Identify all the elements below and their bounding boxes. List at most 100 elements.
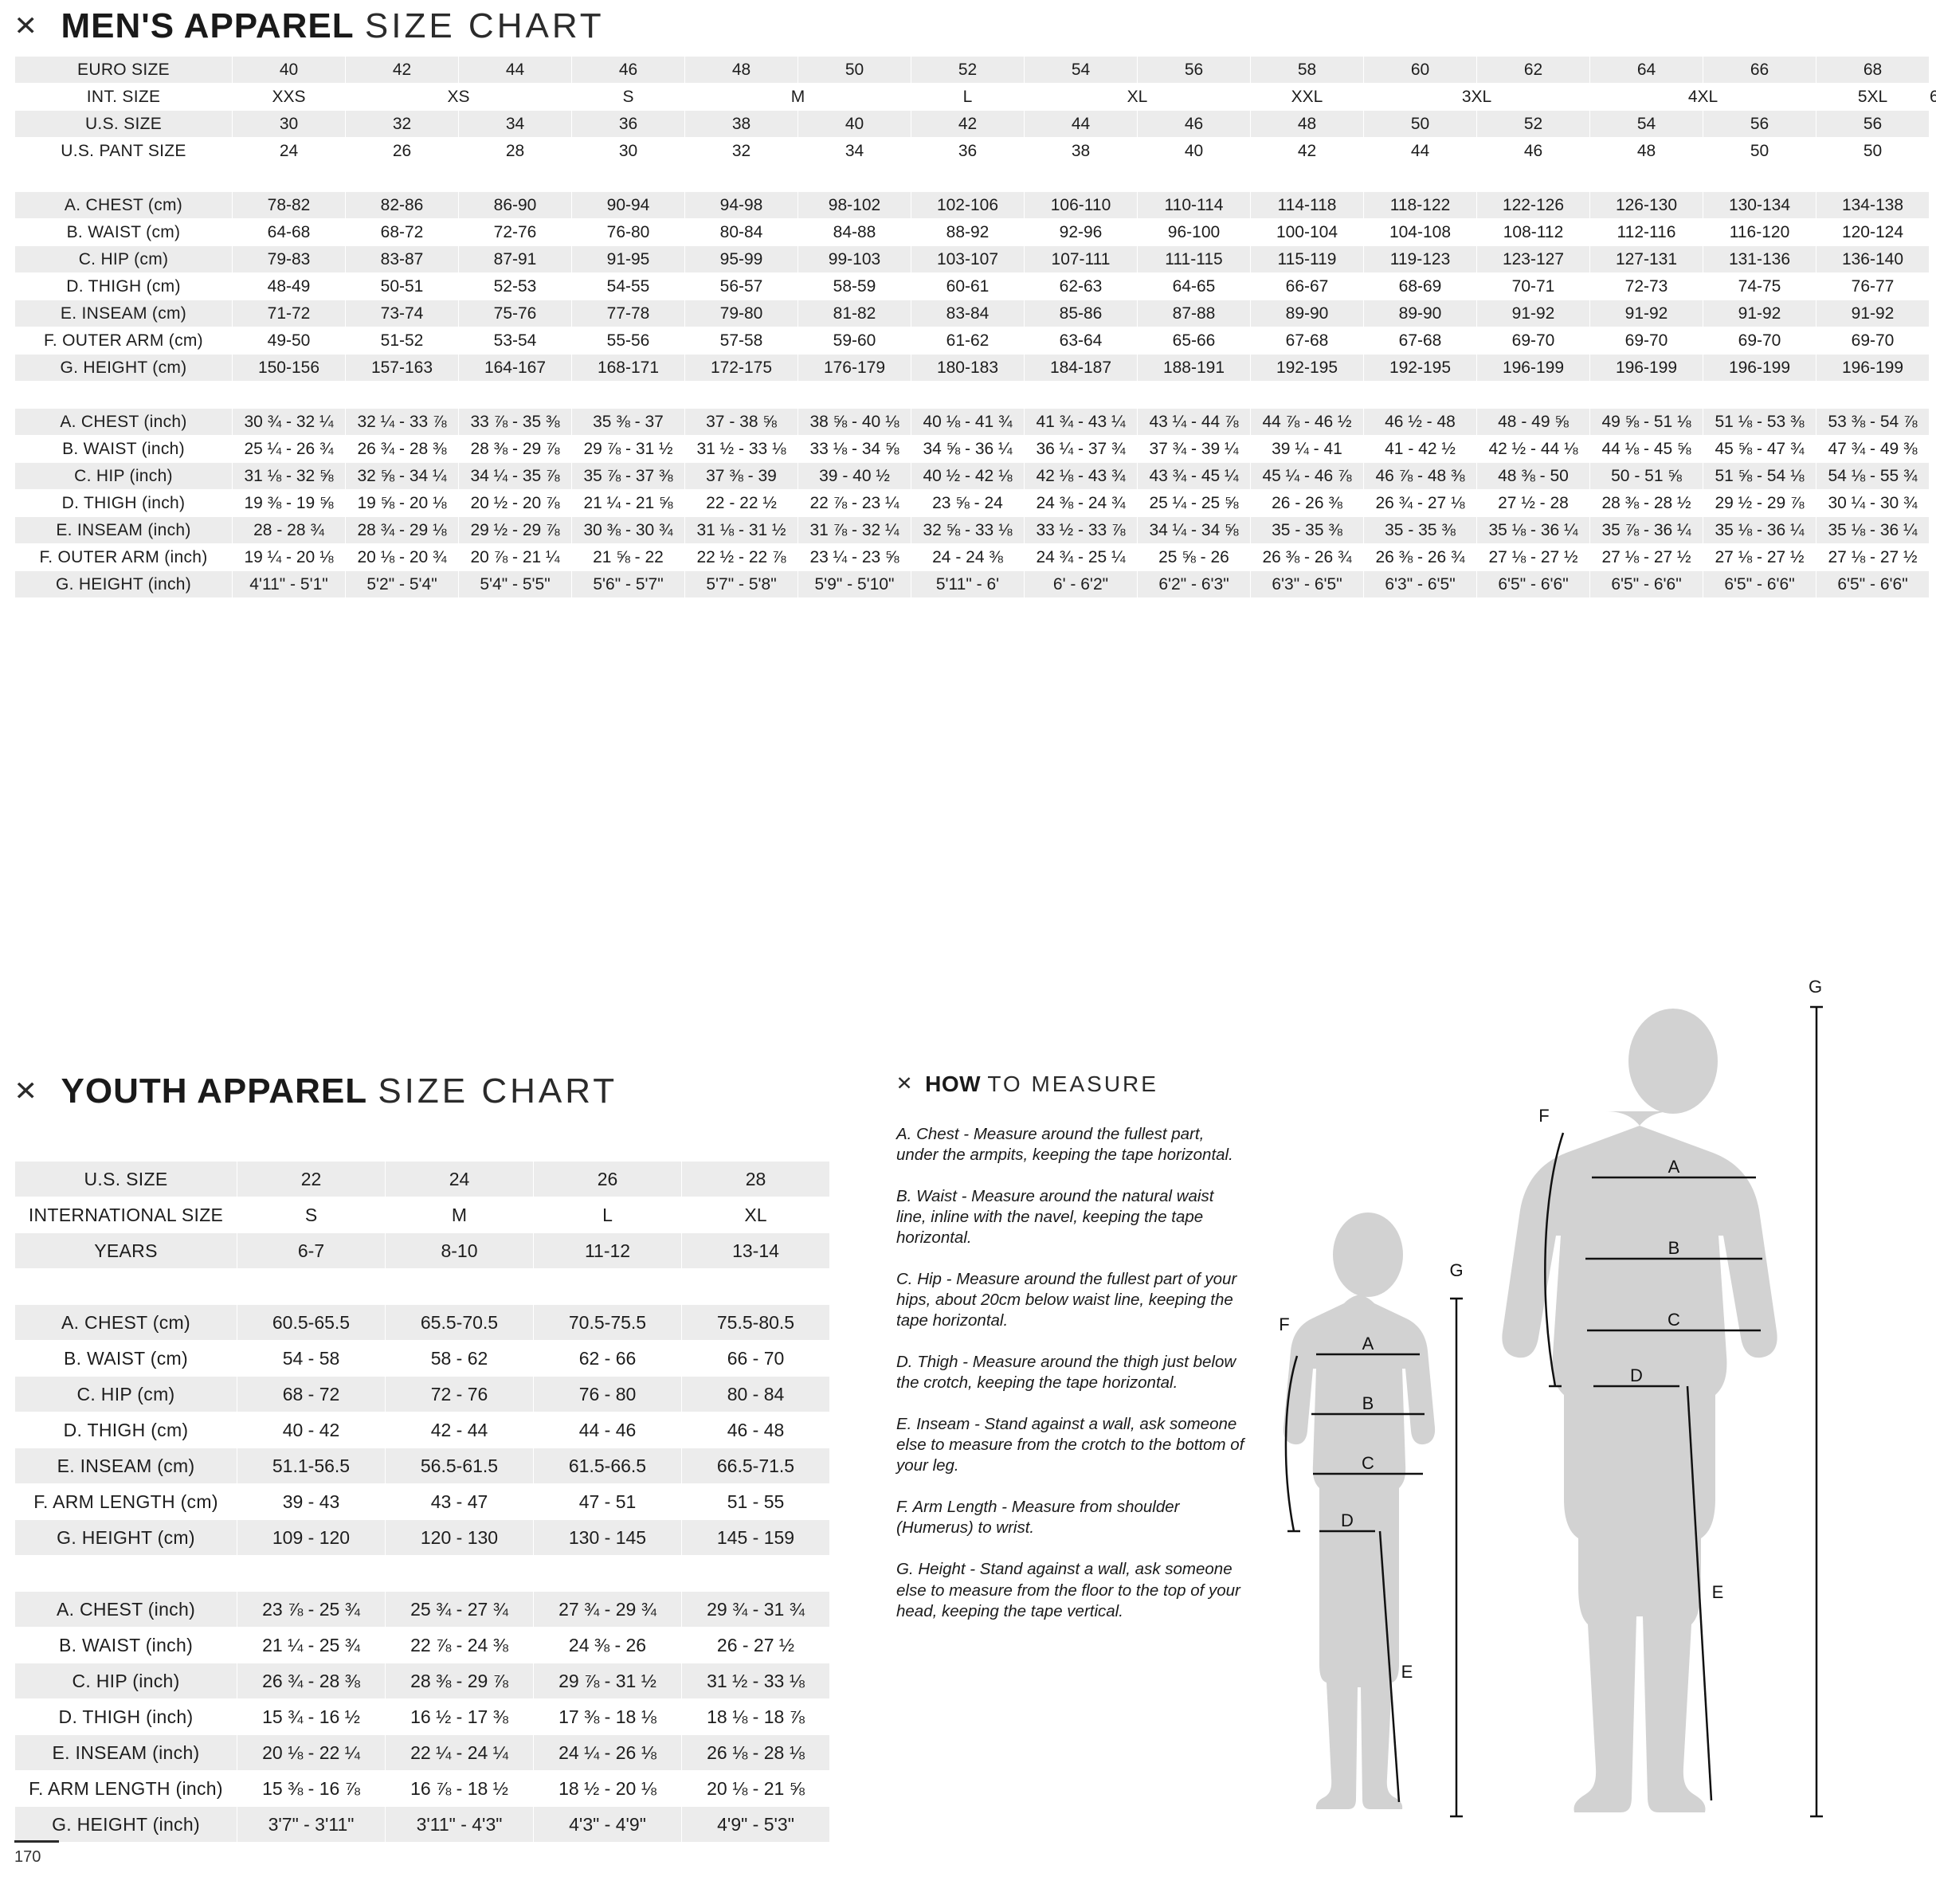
table-cell: 35 - 35 ⅜	[1250, 516, 1364, 544]
table-cell: 26 ⅜ - 26 ¾	[1363, 543, 1477, 571]
table-cell: 19 ¼ - 20 ⅛	[232, 543, 346, 571]
table-cell: 3'11" - 4'3"	[385, 1806, 534, 1843]
row-label: E. INSEAM (cm)	[14, 300, 233, 327]
table-cell: 89-90	[1250, 300, 1364, 327]
table-row: C. HIP (inch) 31 ⅛ - 32 ⅝ 32 ⅝ - 34 ¼ 34 ¼ …	[14, 462, 1930, 490]
table-cell: 33 ½ - 33 ⅞	[1024, 516, 1138, 544]
table-cell: 196-199	[1816, 354, 1930, 382]
mens-section-header: ✕ MEN'S APPAREL SIZE CHART	[14, 6, 605, 46]
table-cell: 58 - 62	[385, 1340, 534, 1377]
table-cell: 92-96	[1024, 218, 1138, 246]
table-cell: 6' - 6'2"	[1024, 570, 1138, 598]
table-cell: 24 ¾ - 25 ¼	[1024, 543, 1138, 571]
row-label: C. HIP (inch)	[14, 462, 233, 490]
table-cell: 4'9" - 5'3"	[681, 1806, 830, 1843]
table-row: G. HEIGHT (inch) 4'11" - 5'1" 5'2" - 5'4" 5…	[14, 570, 1930, 598]
table-cell: 96-100	[1137, 218, 1251, 246]
table-row: B. WAIST (cm) 64-68 68-72 72-76 76-80 80-84 84…	[14, 218, 1930, 246]
table-cell: 24 ⅜ - 26	[533, 1627, 682, 1663]
youth-title-light: SIZE CHART	[378, 1071, 618, 1111]
table-cell: 34 ¼ - 34 ⅝	[1137, 516, 1251, 544]
table-cell: S	[571, 83, 685, 111]
table-cell: 6'5" - 6'6"	[1476, 570, 1590, 598]
table-cell: 35 ⅞ - 36 ¼	[1589, 516, 1703, 544]
table-cell: 134-138	[1816, 191, 1930, 219]
table-cell: 91-95	[571, 245, 685, 273]
table-row: A. CHEST (cm) 78-82 82-86 86-90 90-94 94-98 98…	[14, 191, 1930, 219]
row-label: E. INSEAM (inch)	[14, 1734, 237, 1771]
table-cell: 17 ⅜ - 18 ⅛	[533, 1698, 682, 1735]
table-row: C. HIP (cm) 79-83 83-87 87-91 91-95 95-99 99-1…	[14, 245, 1930, 273]
table-cell: 75-76	[458, 300, 572, 327]
table-cell: 54	[1024, 56, 1138, 84]
table-cell: S	[237, 1197, 386, 1233]
table-cell: 34	[798, 137, 911, 165]
table-cell: 68	[1816, 56, 1930, 84]
table-cell: 56	[1137, 56, 1251, 84]
table-cell: 5'11" - 6'	[911, 570, 1025, 598]
row-label: D. THIGH (inch)	[14, 489, 233, 517]
table-row: F. ARM LENGTH (inch) 15 ⅜ - 16 ⅞ 16 ⅞ - 18…	[14, 1770, 830, 1807]
table-cell: 94-98	[684, 191, 798, 219]
table-cell: 49-50	[232, 327, 346, 355]
table-cell: 119-123	[1363, 245, 1477, 273]
table-cell: 21 ⅝ - 22	[571, 543, 685, 571]
close-icon[interactable]: ✕	[895, 1073, 913, 1095]
row-label: B. WAIST (cm)	[14, 218, 233, 246]
table-cell: 4'11" - 5'1"	[232, 570, 346, 598]
table-cell: 28	[681, 1161, 830, 1197]
table-cell: 48	[1250, 110, 1364, 138]
table-cell: 43 ¼ - 44 ⅞	[1137, 408, 1251, 436]
table-cell: 27 ⅛ - 27 ½	[1589, 543, 1703, 571]
table-cell: XS	[345, 83, 572, 111]
table-cell: 85-86	[1024, 300, 1138, 327]
table-cell: XL	[681, 1197, 830, 1233]
table-cell: 48	[684, 56, 798, 84]
table-cell: 91-92	[1589, 300, 1703, 327]
adult-height-label-g: G	[1809, 977, 1823, 997]
close-icon[interactable]: ✕	[14, 11, 38, 41]
table-row: YEARS 6-7 8-10 11-12 13-14	[14, 1232, 830, 1269]
table-cell: 51.1-56.5	[237, 1448, 386, 1484]
youth-label-d: D	[1341, 1510, 1354, 1530]
table-cell: 30	[571, 137, 685, 165]
table-cell: 54 - 58	[237, 1340, 386, 1377]
page-number: 170	[14, 1848, 41, 1866]
row-label: D. THIGH (inch)	[14, 1698, 237, 1735]
youth-label-b: B	[1362, 1393, 1374, 1413]
table-cell: 48 ⅜ - 50	[1476, 462, 1590, 490]
table-cell: 37 - 38 ⅝	[684, 408, 798, 436]
mens-title-light: SIZE CHART	[364, 6, 605, 45]
table-row: A. CHEST (inch) 30 ¾ - 32 ¼ 32 ¼ - 33 ⅞ 33 …	[14, 408, 1930, 436]
table-cell: 60	[1363, 56, 1477, 84]
spacer-row	[14, 1555, 830, 1592]
row-label: D. THIGH (cm)	[14, 272, 233, 300]
table-cell: 31 ⅞ - 32 ¼	[798, 516, 911, 544]
table-cell: 25 ⅝ - 26	[1137, 543, 1251, 571]
figure-labels: A B C D E F G A B C D E F G	[1279, 977, 1823, 1682]
table-cell: 28 ⅜ - 29 ⅞	[385, 1663, 534, 1699]
table-cell: 73-74	[345, 300, 459, 327]
table-cell: 38	[1024, 137, 1138, 165]
table-cell: 40	[232, 56, 346, 84]
table-cell: 72-73	[1589, 272, 1703, 300]
row-label: B. WAIST (inch)	[14, 1627, 237, 1663]
table-cell: 24 ¼ - 26 ⅛	[533, 1734, 682, 1771]
measure-instruction-list: A. Chest - Measure around the fullest pa…	[896, 1124, 1247, 1622]
table-cell: 192-195	[1363, 354, 1477, 382]
table-cell: 23 ⅝ - 24	[911, 489, 1025, 517]
close-icon[interactable]: ✕	[14, 1076, 38, 1107]
table-cell: 38	[684, 110, 798, 138]
table-cell: 70.5-75.5	[533, 1304, 682, 1341]
table-cell: 50	[1363, 110, 1477, 138]
table-cell: 40 ½ - 42 ⅛	[911, 462, 1025, 490]
table-cell: 52	[1476, 110, 1590, 138]
table-cell: 46	[1476, 137, 1590, 165]
adult-label-d: D	[1630, 1365, 1643, 1385]
table-cell: 88-92	[911, 218, 1025, 246]
table-cell: 83-84	[911, 300, 1025, 327]
table-cell: 25 ¾ - 27 ¾	[385, 1591, 534, 1628]
table-cell: 130-134	[1703, 191, 1816, 219]
table-cell: 28	[458, 137, 572, 165]
table-cell: 47 - 51	[533, 1483, 682, 1520]
